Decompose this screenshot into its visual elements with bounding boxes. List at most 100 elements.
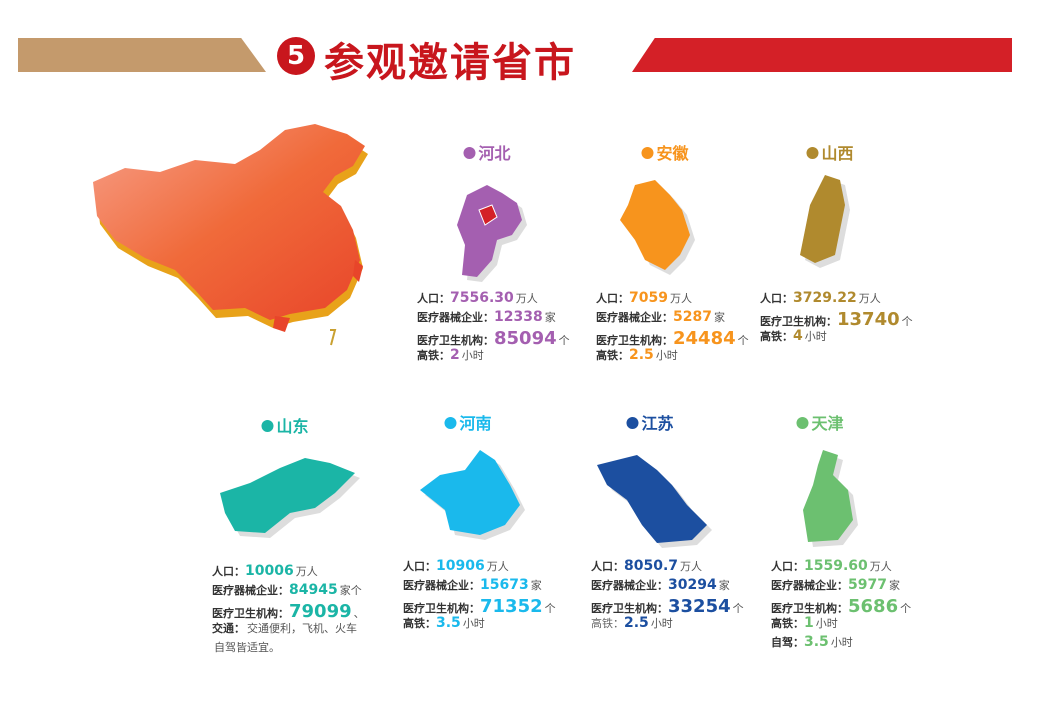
info-label: 医疗器械企业： [403,579,480,592]
info-unit: 万人 [515,292,538,305]
info-unit: 万人 [486,560,509,573]
info-unit: 家 [888,579,900,592]
bullet-dot-icon [641,147,654,159]
info-label: 高铁： [403,617,436,630]
province-info: 人口：7556.30 万人 医疗器械企业：12338 家医疗卫生机构：85094 个高铁… [417,290,570,366]
info-unit: 个 [900,602,912,615]
province-info: 人口：3729.22 万人 医疗卫生机构：13740 个高铁：4 小时 [760,290,913,347]
info-line: 高铁：2.5 小时 [591,615,744,634]
info-value: 5287 [673,309,712,325]
info-unit: 小时 [804,330,827,343]
info-value: 79099 [289,601,352,622]
info-value: 71352 [480,596,543,617]
bullet-dot-icon [444,417,457,429]
info-line: 人口：10906 万人 [403,558,556,577]
info-unit: 万人 [295,565,318,578]
info-label: 医疗卫生机构： [591,602,668,615]
province-title: 天津 [796,410,844,434]
info-value: 5686 [848,596,899,617]
info-value: 15673 [480,577,529,593]
info-line: 医疗器械企业：5287 家 [596,309,749,328]
info-unit: 个 [737,334,749,347]
info-value: 4 [793,328,803,344]
province-map-icon [457,185,527,282]
info-line: 医疗卫生机构：79099、 [212,601,365,622]
bullet-dot-icon [261,420,274,432]
bullet-dot-icon [463,147,476,159]
info-label: 医疗器械企业： [212,584,289,597]
info-label: 医疗器械企业： [591,579,668,592]
info-unit: 小时 [462,617,485,630]
info-label: 医疗卫生机构： [771,602,848,615]
info-line: 医疗卫生机构：5686 个 [771,596,912,617]
info-label: 医疗卫生机构： [417,334,494,347]
info-line: 医疗器械企业：84945 家个 [212,582,365,601]
info-unit: 、 [353,607,365,620]
province-title: 山东 [261,413,309,437]
info-label: 人口： [417,292,450,305]
info-label: 医疗卫生机构： [403,602,480,615]
province-map-icon [803,450,858,547]
info-label: 高铁： [417,349,450,362]
info-value: 8050.7 [624,558,679,574]
info-label: 高铁： [771,617,804,630]
info-value: 24484 [673,328,736,349]
info-unit: 家 [544,311,556,324]
info-unit: 个 [901,315,913,328]
info-label: 人口： [591,560,624,573]
info-unit: 万人 [869,560,892,573]
info-value: 2 [450,347,460,363]
info-line: 医疗卫生机构：13740 个 [760,309,913,330]
header-right-bar [632,38,1012,72]
province-title: 安徽 [641,140,689,164]
info-line: 高铁：1 小时 [771,615,911,634]
province-name: 山西 [821,144,854,163]
info-label: 人口： [212,565,245,578]
info-unit: 小时 [461,349,484,362]
info-value: 85094 [494,328,557,349]
province-title: 江苏 [626,410,674,434]
info-line: 高铁：4 小时 [760,328,913,347]
info-value: 2.5 [629,347,654,363]
info-line: 人口：7556.30 万人 [417,290,570,309]
province-title: 河北 [463,140,511,164]
info-line: 医疗器械企业：5977 家 [771,577,911,596]
info-line: 高铁：3.5 小时 [403,615,556,634]
province-map-icon [597,455,712,548]
info-line: 人口：3729.22 万人 [760,290,913,309]
province-map-icon [220,458,360,538]
page-title: 参观邀请省市 [324,40,576,86]
info-value: 33254 [668,596,731,617]
info-value: 1 [804,615,814,631]
province-info: 人口：10006 万人 医疗器械企业：84945 家个 医疗卫生机构：79099、交通：… [212,563,365,658]
province-title: 河南 [444,410,492,434]
province-map-icon [620,180,695,275]
info-line: 高铁：2.5 小时 [596,347,749,366]
province-info: 人口：10906 万人 医疗器械企业：15673 家医疗卫生机构：71352 个高铁：3… [403,558,556,634]
province-map-icon [800,175,850,268]
info-line: 人口：1559.60 万人 [771,558,911,577]
info-value: 3.5 [804,634,829,650]
info-label: 医疗卫生机构： [596,334,673,347]
info-label: 交通： [212,622,245,635]
info-label: 人口： [760,292,793,305]
info-label: 医疗器械企业： [771,579,848,592]
info-line: 医疗器械企业：30294 家 [591,577,744,596]
info-line: 医疗器械企业：15673 家 [403,577,556,596]
info-unit: 家 [713,311,725,324]
china-map-icon [93,124,368,346]
info-line: 医疗卫生机构：33254 个 [591,596,744,617]
info-label: 人口： [771,560,804,573]
info-unit: 交通便利，飞机、火车 [247,622,357,635]
info-unit: 万人 [858,292,881,305]
info-value: 1559.60 [804,558,868,574]
info-value: 84945 [289,582,338,598]
info-line: 医疗卫生机构：85094 个 [417,328,570,349]
province-name: 江苏 [641,414,674,433]
province-name: 河北 [478,144,511,163]
info-unit: 万人 [669,292,692,305]
info-value: 13740 [837,309,900,330]
info-value: 10906 [436,558,485,574]
bullet-dot-icon [806,147,819,159]
info-line: 医疗卫生机构：24484 个 [596,328,749,349]
